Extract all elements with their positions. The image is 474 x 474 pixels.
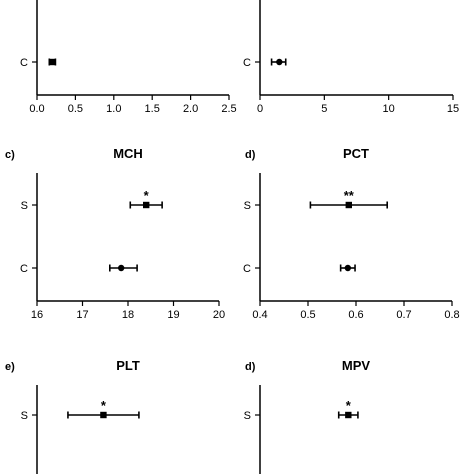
mean-point [276,58,283,66]
mean-point [345,201,352,209]
x-tick-label: 0.8 [444,309,459,321]
mean-point [344,264,352,272]
mean-point [345,411,352,419]
category-label: C [243,57,251,69]
x-tick-label: 0.0 [29,103,44,115]
x-tick-label: 15 [447,103,459,115]
x-tick-label: 0.4 [252,309,267,321]
significance-marker: * [346,398,352,413]
x-tick-label: 18 [122,309,134,321]
x-tick-label: 20 [213,309,225,321]
x-tick-label: 0.5 [68,103,83,115]
x-tick-label: 2.0 [183,103,198,115]
category-label: S [244,200,251,212]
significance-marker: ** [344,188,355,203]
mean-point [143,201,150,209]
category-label: C [243,263,251,275]
category-label: C [20,57,28,69]
x-tick-label: 2.5 [221,103,236,115]
panel-label: c) [5,149,15,161]
x-tick-label: 0.6 [348,309,363,321]
x-tick-label: 0 [257,103,263,115]
x-tick-label: 0.7 [396,309,411,321]
significance-marker: * [101,398,107,413]
x-tick-label: 1.5 [145,103,160,115]
mean-point [100,411,107,419]
panel-label: d) [245,149,256,161]
x-tick-label: 0.5 [300,309,315,321]
panel-title: PCT [343,146,369,161]
significance-marker: * [144,188,150,203]
panel-title: PLT [116,358,140,373]
panel-label: d) [245,361,256,373]
category-label: S [21,410,28,422]
x-tick-label: 19 [167,309,179,321]
panel-title: MPV [342,358,371,373]
x-tick-label: 17 [76,309,88,321]
x-tick-label: 5 [321,103,327,115]
mean-point [117,264,125,272]
mean-point [49,58,56,66]
x-tick-label: 16 [31,309,43,321]
x-tick-label: 10 [383,103,395,115]
category-label: S [21,200,28,212]
category-label: C [20,263,28,275]
panel-label: e) [5,361,15,373]
category-label: S [244,410,251,422]
x-tick-label: 1.0 [106,103,121,115]
panel-title: MCH [113,146,143,161]
